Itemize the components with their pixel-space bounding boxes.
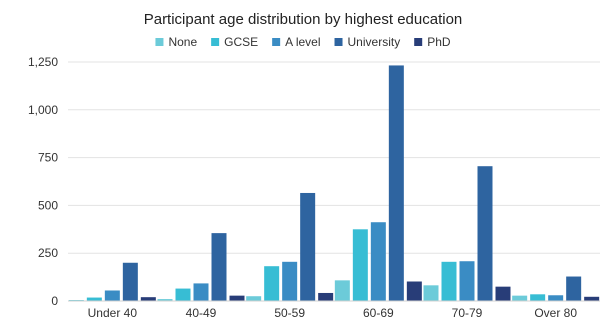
bar-phd-over-80 [584,296,600,301]
bar-university-40-49 [211,233,227,301]
bar-university-60-69 [388,65,404,302]
legend-label-university: University [348,35,401,49]
bar-gcse-50-59 [264,266,280,301]
bar-gcse-70-79 [441,261,457,301]
bar-phd-60-69 [406,281,422,301]
legend-label-phd: PhD [427,35,451,49]
bar-phd-50-59 [318,292,334,301]
bar-a-level-40-49 [193,283,209,301]
bar-gcse-under-40 [86,297,102,301]
bar-none-over-80 [512,295,528,301]
legend-swatch-university [334,38,343,46]
x-axis: Under 40 40-49 50-59 60-69 70-79 Over 80 [68,300,600,320]
x-tick-label: 60-69 [363,306,394,320]
bar-gcse-over-80 [530,294,546,301]
bar-a-level-70-79 [459,261,475,301]
legend-swatch-none [155,38,164,46]
bars [68,65,600,302]
bar-gcse-60-69 [352,229,368,301]
y-tick-label: 0 [51,294,58,308]
y-tick-label: 250 [38,246,58,260]
bar-phd-under-40 [140,297,156,301]
legend-label-gcse: GCSE [224,35,258,49]
bar-university-50-59 [300,192,316,301]
legend-label-a-level: A level [285,35,320,49]
legend-swatch-phd [414,38,423,46]
bar-none-50-59 [246,296,262,301]
bar-a-level-50-59 [282,261,298,301]
bar-phd-70-79 [495,286,511,301]
bar-university-70-79 [477,166,493,301]
bar-university-under-40 [122,262,138,301]
bar-none-40-49 [157,299,173,301]
bar-a-level-over-80 [548,295,564,301]
y-axis: 0 250 500 750 1,000 1,250 [28,55,58,308]
chart-title: Participant age distribution by highest … [144,11,463,28]
x-tick-label: 70-79 [452,306,483,320]
y-tick-label: 1,000 [28,103,58,117]
bar-none-70-79 [423,285,439,301]
legend-swatch-a-level [272,38,281,46]
bar-university-over-80 [566,276,582,301]
x-tick-label: 50-59 [274,306,305,320]
y-tick-label: 750 [38,151,58,165]
bar-a-level-under-40 [104,290,120,301]
bar-phd-40-49 [229,295,245,301]
y-tick-label: 500 [38,198,58,212]
x-tick-label: Under 40 [88,306,138,320]
legend: None GCSE A level University PhD [155,35,451,49]
x-tick-label: Over 80 [534,306,577,320]
x-tick-label: 40-49 [186,306,217,320]
y-tick-label: 1,250 [28,55,58,69]
bar-none-60-69 [334,280,350,301]
legend-label-none: None [168,35,197,49]
bar-a-level-60-69 [370,222,386,301]
gridlines [68,61,600,302]
legend-swatch-gcse [211,38,220,46]
bar-gcse-40-49 [175,288,191,301]
